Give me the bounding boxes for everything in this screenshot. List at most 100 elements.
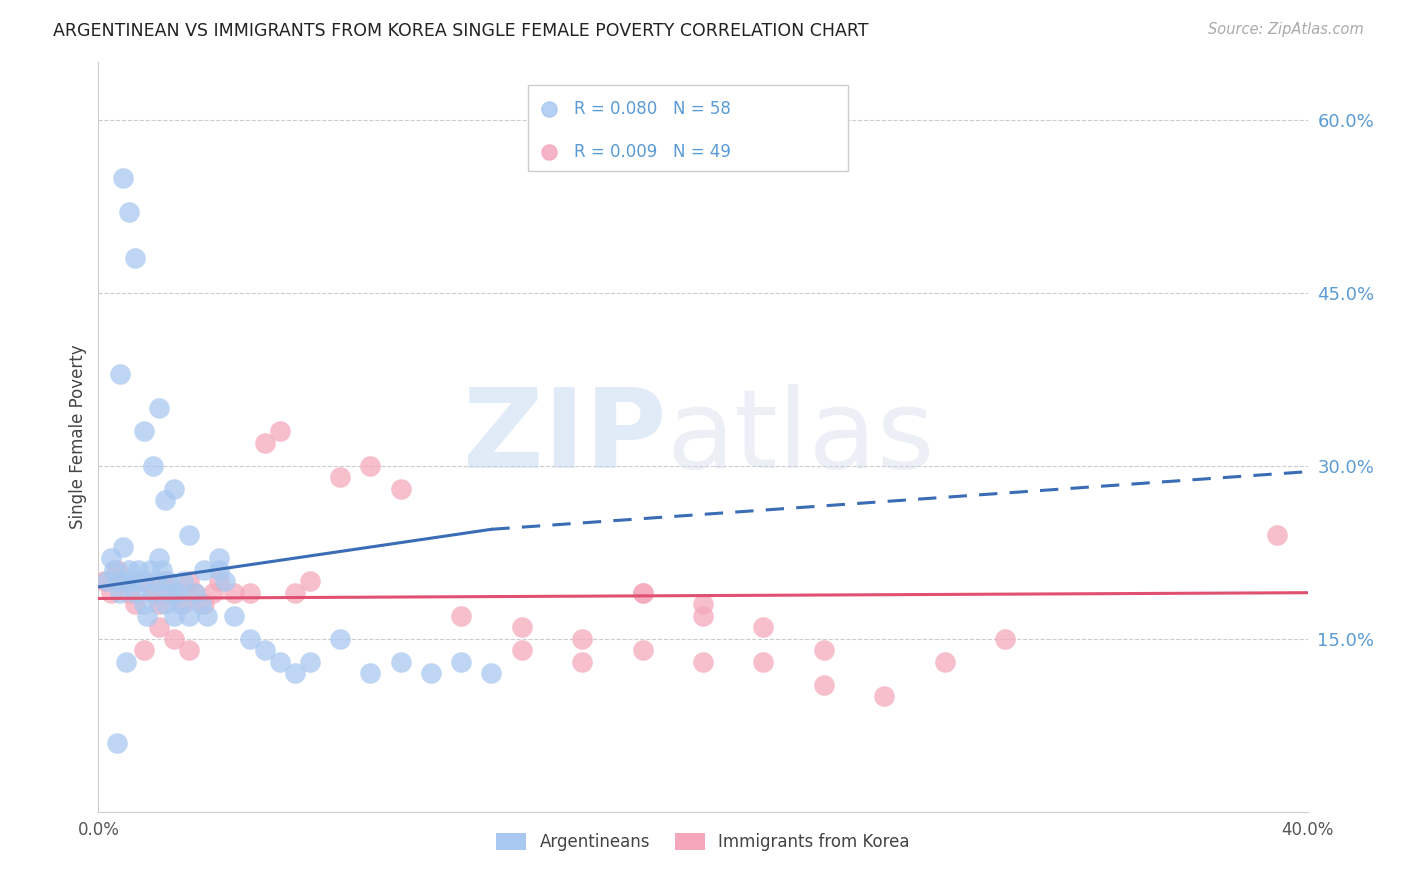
Point	[571, 632, 593, 646]
Point	[284, 585, 307, 599]
Point	[450, 608, 472, 623]
Text: atlas: atlas	[666, 384, 935, 491]
Point	[163, 608, 186, 623]
Point	[481, 666, 503, 681]
Point	[153, 493, 176, 508]
Point	[105, 735, 128, 749]
Point	[124, 597, 146, 611]
Point	[269, 425, 291, 439]
Point	[752, 620, 775, 634]
Point	[100, 551, 122, 566]
Point	[510, 643, 533, 657]
Point	[105, 574, 128, 589]
Legend: Argentineans, Immigrants from Korea: Argentineans, Immigrants from Korea	[488, 825, 918, 860]
Point	[111, 540, 134, 554]
Point	[214, 574, 236, 589]
Point	[132, 574, 155, 589]
Point	[184, 585, 207, 599]
Point	[329, 470, 352, 484]
Point	[100, 585, 122, 599]
Point	[692, 608, 714, 623]
Point	[156, 574, 179, 589]
Point	[153, 597, 176, 611]
Point	[118, 563, 141, 577]
Point	[108, 367, 131, 381]
Point	[193, 597, 215, 611]
Point	[172, 597, 194, 611]
Point	[284, 666, 307, 681]
Point	[172, 574, 194, 589]
Point	[1267, 528, 1289, 542]
Point	[752, 655, 775, 669]
Y-axis label: Single Female Poverty: Single Female Poverty	[69, 345, 87, 529]
Point	[420, 666, 443, 681]
Point	[299, 574, 322, 589]
Point	[148, 401, 170, 416]
Point	[169, 597, 191, 611]
Point	[163, 482, 186, 496]
Point	[111, 170, 134, 185]
Point	[631, 643, 654, 657]
Point	[118, 585, 141, 599]
Point	[179, 528, 201, 542]
Point	[510, 620, 533, 634]
Point	[121, 574, 143, 589]
Point	[129, 574, 152, 589]
Point	[166, 585, 188, 599]
Point	[108, 585, 131, 599]
Point	[208, 551, 231, 566]
Point	[934, 655, 956, 669]
FancyBboxPatch shape	[527, 85, 848, 171]
Text: R = 0.009   N = 49: R = 0.009 N = 49	[574, 143, 731, 161]
Point	[139, 563, 162, 577]
Point	[132, 425, 155, 439]
Point	[132, 643, 155, 657]
Point	[253, 643, 276, 657]
Point	[195, 608, 218, 623]
Point	[184, 585, 207, 599]
Point	[190, 597, 212, 611]
Point	[163, 585, 186, 599]
Text: R = 0.080   N = 58: R = 0.080 N = 58	[574, 100, 731, 118]
Point	[150, 563, 173, 577]
Point	[994, 632, 1017, 646]
Point	[148, 620, 170, 634]
Point	[142, 585, 165, 599]
Point	[142, 585, 165, 599]
Point	[208, 563, 231, 577]
Point	[873, 690, 896, 704]
Point	[692, 655, 714, 669]
Point	[389, 482, 412, 496]
Point	[329, 632, 352, 646]
Point	[148, 551, 170, 566]
Point	[153, 574, 176, 589]
Point	[239, 585, 262, 599]
Point	[179, 608, 201, 623]
Point	[111, 574, 134, 589]
Point	[360, 458, 382, 473]
Text: ZIP: ZIP	[464, 384, 666, 491]
Point	[135, 608, 157, 623]
Point	[813, 643, 835, 657]
Point	[631, 585, 654, 599]
Point	[124, 585, 146, 599]
Point	[105, 563, 128, 577]
Point	[160, 585, 183, 599]
Point	[813, 678, 835, 692]
Point	[179, 643, 201, 657]
Point	[114, 574, 136, 589]
Point	[142, 458, 165, 473]
Point	[269, 655, 291, 669]
Point	[631, 585, 654, 599]
Point	[93, 574, 115, 589]
Point	[253, 435, 276, 450]
Point	[96, 574, 118, 589]
Point	[127, 563, 149, 577]
Text: ARGENTINEAN VS IMMIGRANTS FROM KOREA SINGLE FEMALE POVERTY CORRELATION CHART: ARGENTINEAN VS IMMIGRANTS FROM KOREA SIN…	[53, 22, 869, 40]
Point	[224, 608, 246, 623]
Point	[103, 563, 125, 577]
Point	[450, 655, 472, 669]
Point	[118, 205, 141, 219]
Point	[124, 252, 146, 266]
Point	[202, 585, 225, 599]
